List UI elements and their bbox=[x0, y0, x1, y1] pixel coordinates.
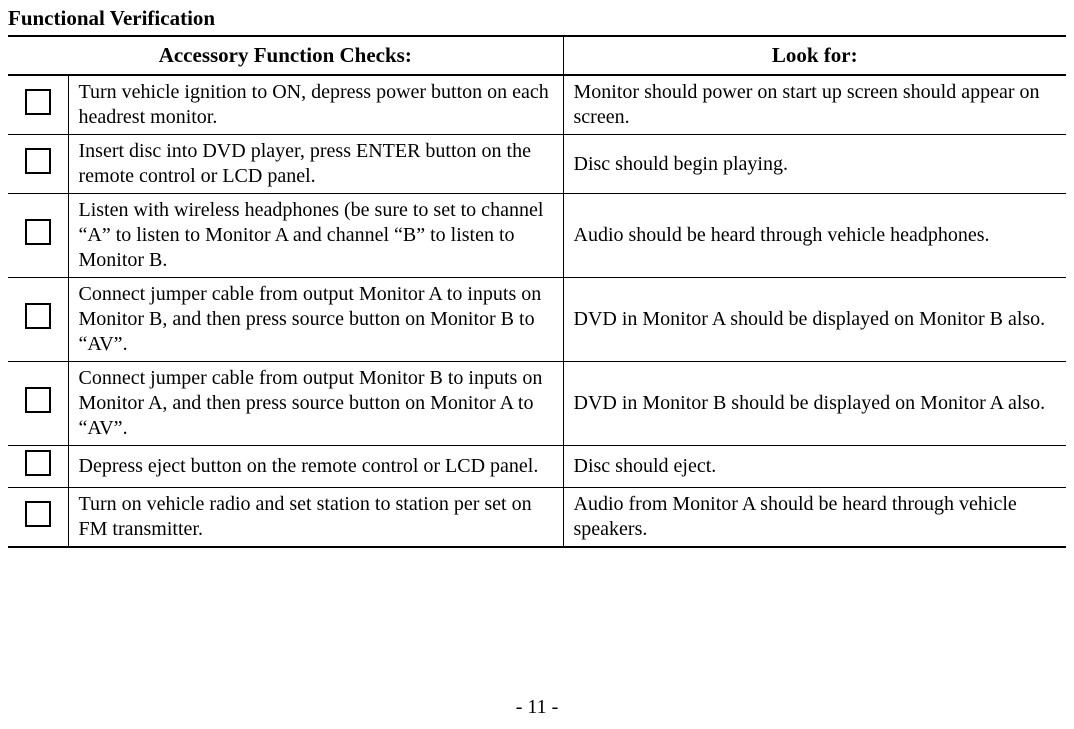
table-header-row: Accessory Function Checks: Look for: bbox=[8, 36, 1066, 75]
checkbox-icon[interactable] bbox=[25, 501, 51, 527]
look-text: Monitor should power on start up screen … bbox=[563, 75, 1066, 135]
check-text: Turn on vehicle radio and set station to… bbox=[68, 488, 563, 548]
table-row: Depress eject button on the remote contr… bbox=[8, 446, 1066, 488]
section-title: Functional Verification bbox=[8, 6, 1066, 31]
checkbox-cell bbox=[8, 446, 68, 488]
look-text: Audio from Monitor A should be heard thr… bbox=[563, 488, 1066, 548]
table-row: Insert disc into DVD player, press ENTER… bbox=[8, 135, 1066, 194]
table-row: Connect jumper cable from output Monitor… bbox=[8, 362, 1066, 446]
table-row: Connect jumper cable from output Monitor… bbox=[8, 278, 1066, 362]
checkbox-icon[interactable] bbox=[25, 219, 51, 245]
table-row: Listen with wireless headphones (be sure… bbox=[8, 194, 1066, 278]
header-checks: Accessory Function Checks: bbox=[8, 36, 563, 75]
look-text: Audio should be heard through vehicle he… bbox=[563, 194, 1066, 278]
verification-table: Accessory Function Checks: Look for: Tur… bbox=[8, 35, 1066, 548]
look-text: DVD in Monitor B should be displayed on … bbox=[563, 362, 1066, 446]
look-text: DVD in Monitor A should be displayed on … bbox=[563, 278, 1066, 362]
check-text: Insert disc into DVD player, press ENTER… bbox=[68, 135, 563, 194]
checkbox-cell bbox=[8, 278, 68, 362]
check-text: Turn vehicle ignition to ON, depress pow… bbox=[68, 75, 563, 135]
checkbox-icon[interactable] bbox=[25, 89, 51, 115]
checkbox-cell bbox=[8, 362, 68, 446]
table-row: Turn vehicle ignition to ON, depress pow… bbox=[8, 75, 1066, 135]
page-number: - 11 - bbox=[0, 696, 1074, 719]
checkbox-cell bbox=[8, 135, 68, 194]
table-row: Turn on vehicle radio and set station to… bbox=[8, 488, 1066, 548]
check-text: Listen with wireless headphones (be sure… bbox=[68, 194, 563, 278]
look-text: Disc should eject. bbox=[563, 446, 1066, 488]
check-text: Depress eject button on the remote contr… bbox=[68, 446, 563, 488]
checkbox-cell bbox=[8, 488, 68, 548]
checkbox-icon[interactable] bbox=[25, 387, 51, 413]
header-look-for: Look for: bbox=[563, 36, 1066, 75]
look-text: Disc should begin playing. bbox=[563, 135, 1066, 194]
check-text: Connect jumper cable from output Monitor… bbox=[68, 362, 563, 446]
checkbox-cell bbox=[8, 75, 68, 135]
checkbox-cell bbox=[8, 194, 68, 278]
check-text: Connect jumper cable from output Monitor… bbox=[68, 278, 563, 362]
checkbox-icon[interactable] bbox=[25, 450, 51, 476]
checkbox-icon[interactable] bbox=[25, 148, 51, 174]
checkbox-icon[interactable] bbox=[25, 303, 51, 329]
